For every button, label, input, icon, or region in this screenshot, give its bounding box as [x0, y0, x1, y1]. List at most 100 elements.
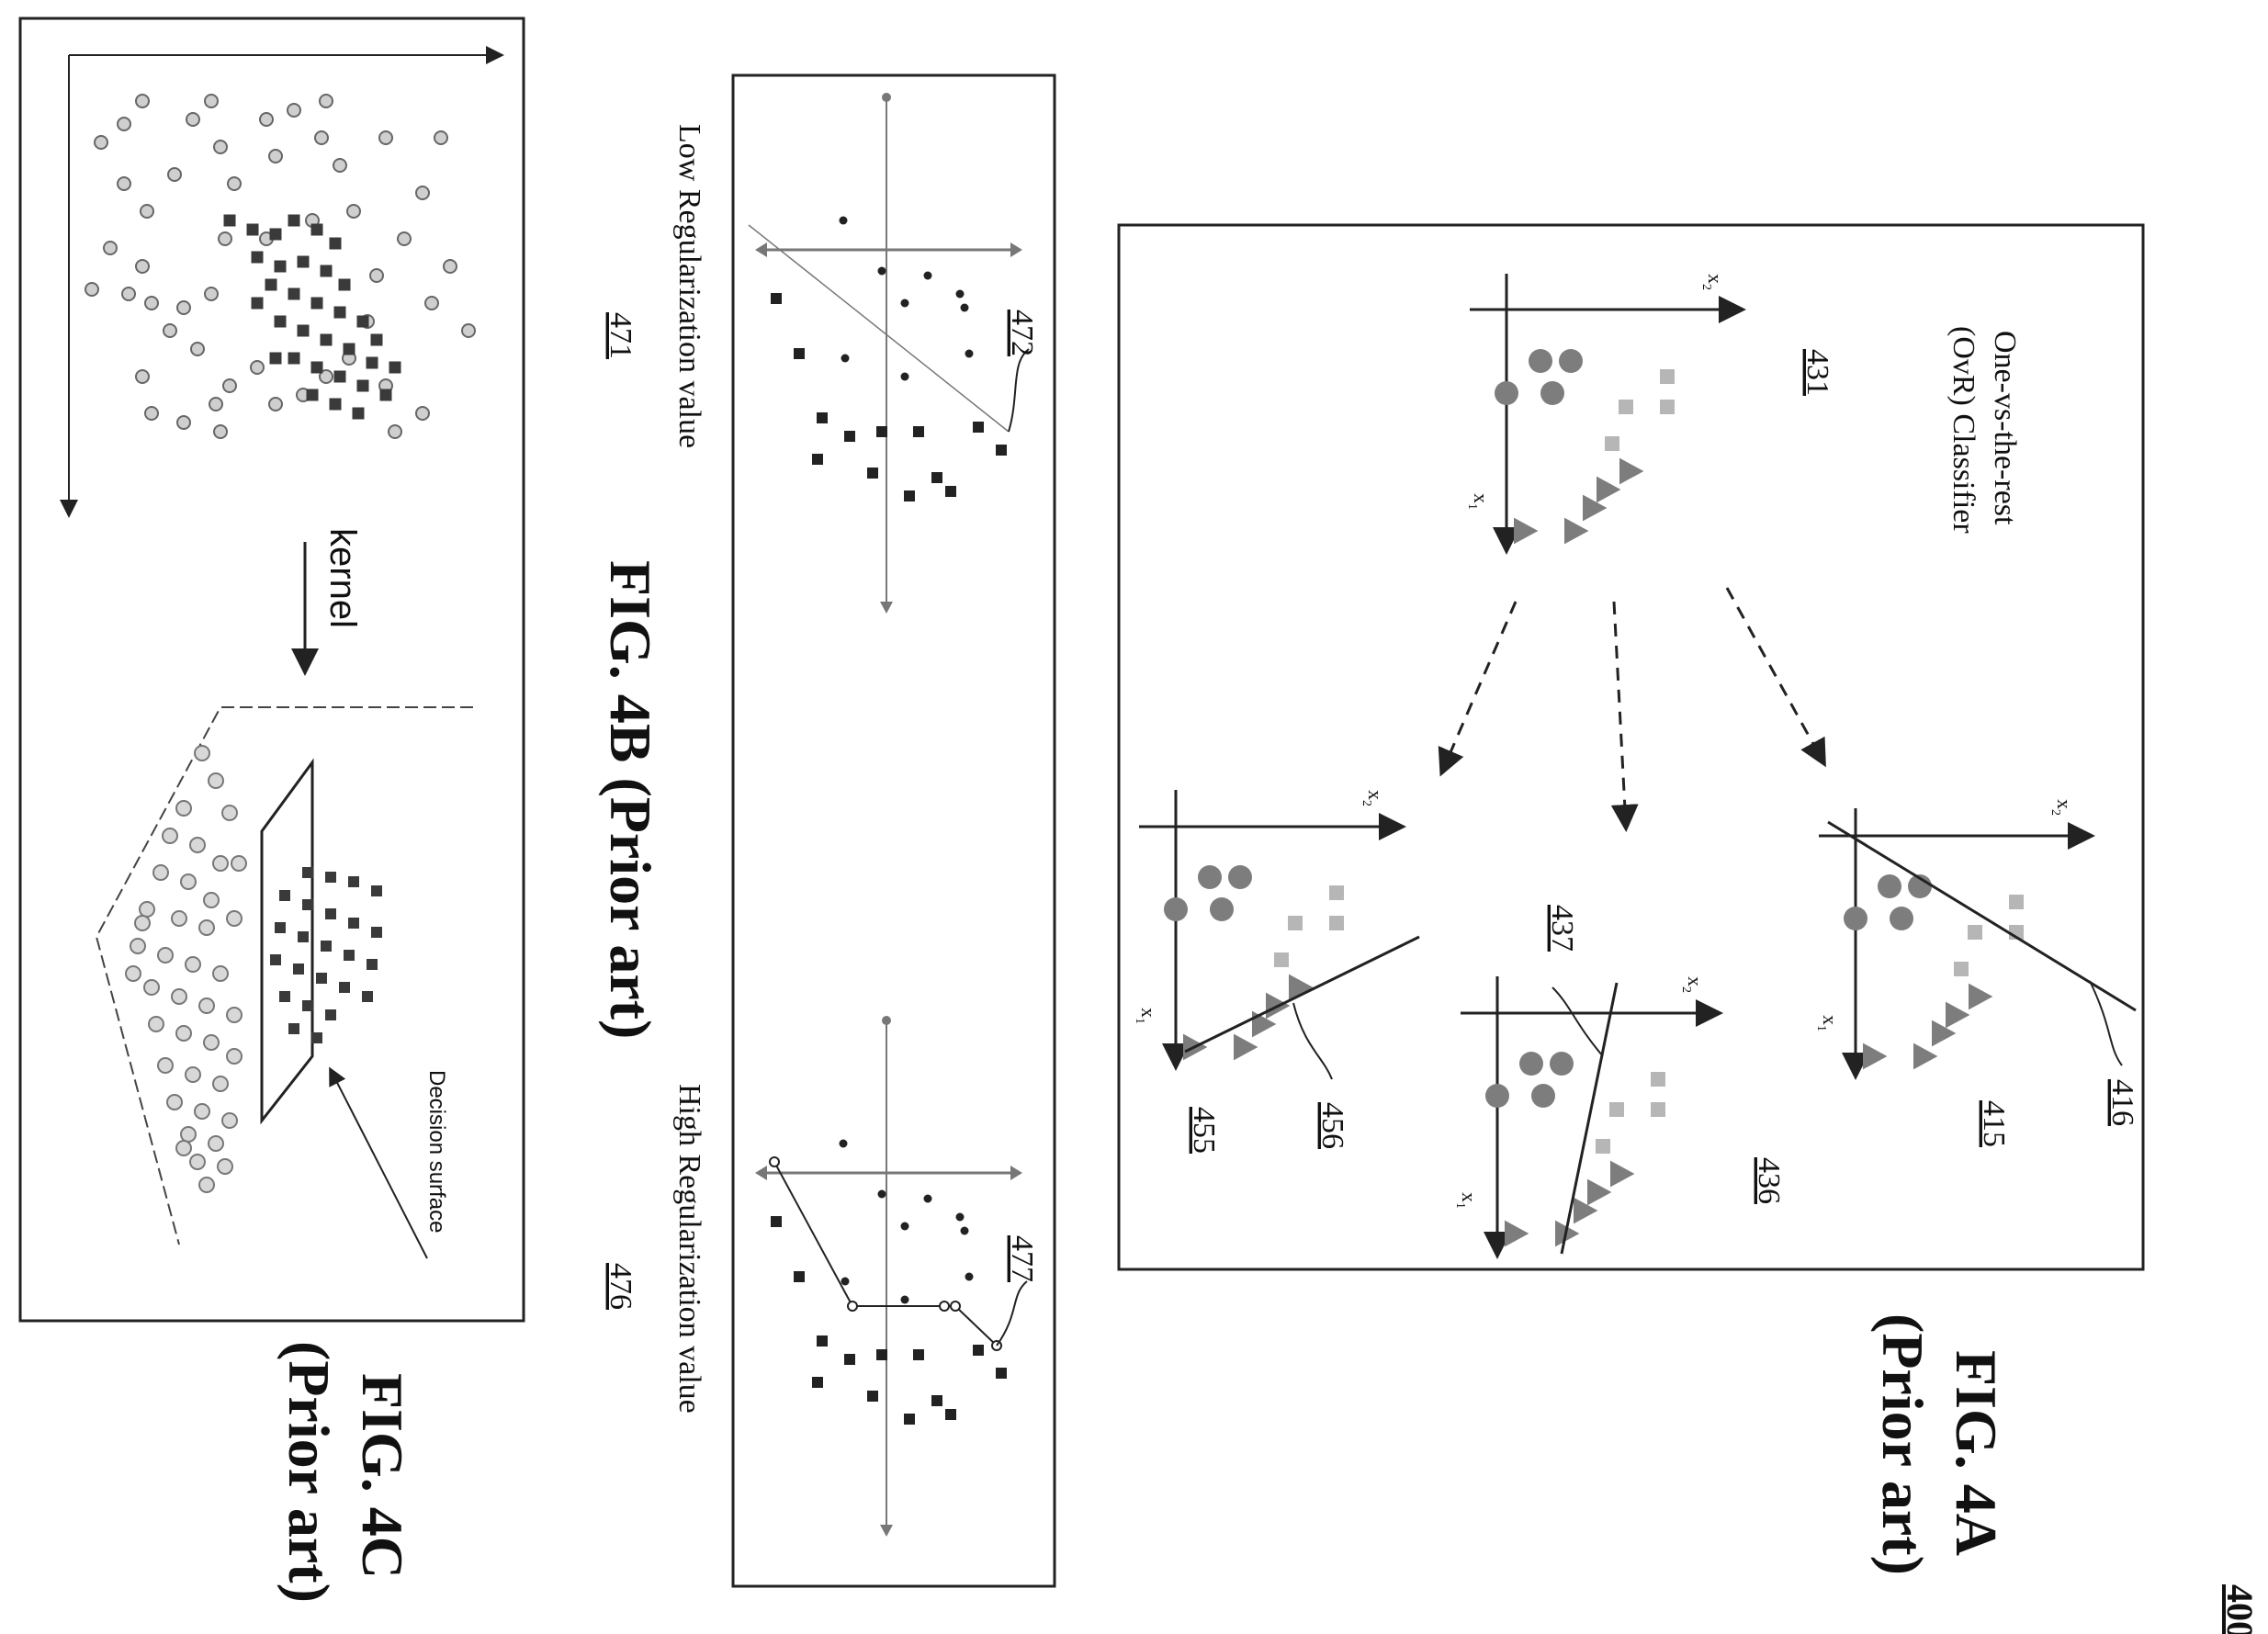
circle-point [955, 1212, 965, 1222]
circle-point [346, 204, 361, 219]
square-point [389, 361, 401, 374]
subplot-436-points [1485, 1052, 1665, 1247]
svg-text:416: 416 [2105, 1079, 2139, 1126]
square-point [356, 379, 369, 392]
square-point [320, 333, 333, 346]
circle-point [204, 94, 219, 108]
circle-point [218, 231, 232, 246]
square-point [270, 954, 281, 965]
circle-point [189, 1154, 206, 1170]
high-reg-square-points [771, 1216, 1007, 1425]
square-point [265, 278, 277, 291]
svg-text:One-vs-the-rest: One-vs-the-rest [1988, 331, 2022, 525]
square-point [251, 297, 264, 310]
ref-472: 472 [1005, 310, 1039, 356]
circle-point [1485, 1084, 1509, 1108]
circle-point [1495, 381, 1518, 405]
circle-point [157, 1057, 174, 1074]
circle-point [960, 303, 969, 312]
square-point [298, 931, 309, 942]
main-plot-x1-label: x1 [1465, 493, 1493, 510]
subplot-415-points [1844, 874, 2024, 1070]
fig-4b-frame [731, 73, 1056, 1588]
circle-point [134, 915, 151, 931]
circle-point [212, 1076, 229, 1092]
subplot-455-x1-label: x1 [1133, 1008, 1160, 1024]
square-point [352, 407, 365, 420]
square-point [288, 352, 300, 365]
circle-point [144, 296, 159, 310]
square-point [297, 255, 310, 268]
ref-477-leader [996, 1280, 1028, 1347]
circle-point [157, 947, 174, 963]
circle-point [369, 268, 384, 283]
circle-point [923, 271, 932, 280]
triangle-point [1587, 1178, 1612, 1206]
square-point [344, 950, 355, 961]
triangle-point [1932, 1020, 1957, 1047]
circle-point [221, 1112, 238, 1129]
circle-point [135, 259, 150, 274]
circle-point [839, 216, 848, 225]
square-point [1968, 925, 1982, 940]
circle-point [212, 855, 229, 872]
main-plot-431: x2 x1 [1465, 274, 1746, 555]
circle-point [461, 323, 476, 338]
square-point [371, 927, 382, 938]
square-point [1660, 369, 1675, 384]
circle-point [103, 241, 118, 255]
triangle-point [1597, 476, 1621, 503]
circle-point [1559, 349, 1583, 373]
low-axis-endpoint-dot [882, 93, 891, 102]
square-point [343, 343, 355, 355]
circle-point [259, 112, 274, 127]
square-point [1288, 916, 1303, 930]
ref-416-leader [2089, 980, 2123, 1066]
fig-4b: 472 Low Regularization value 471 FIG. 4B… [598, 73, 1056, 1588]
square-point [348, 876, 359, 887]
square-point [913, 1349, 924, 1360]
feature-space-boundary [95, 706, 473, 1245]
square-point [223, 214, 236, 227]
fig-4a: One-vs-the-rest (OvR) Classifier 431 x2 … [1117, 223, 2145, 1575]
svg-text:471: 471 [604, 312, 638, 359]
svg-text:(Prior art): (Prior art) [276, 1341, 342, 1603]
square-point [338, 278, 351, 291]
square-point [316, 973, 327, 984]
circle-point [213, 424, 228, 439]
circle-point [226, 1007, 243, 1023]
square-point [246, 223, 259, 236]
square-point [1329, 916, 1344, 930]
circle-point [841, 354, 850, 363]
fig-4c-caption: FIG. 4C [350, 1373, 415, 1579]
circle-point [1164, 897, 1188, 921]
square-point [945, 1409, 956, 1420]
svg-text:x1: x1 [1133, 1008, 1160, 1024]
ref-437-leader [1551, 986, 1604, 1057]
square-point [288, 214, 300, 227]
circle-point [198, 997, 215, 1014]
square-point [1660, 400, 1675, 414]
circle-point [167, 167, 182, 182]
square-point [288, 287, 300, 300]
square-point [329, 237, 342, 250]
svg-text:FIG. 4B (Prior art): FIG. 4B (Prior art) [598, 560, 663, 1039]
square-point [771, 1216, 782, 1227]
circle-point [175, 1025, 192, 1042]
fig-4a-frame [1117, 223, 2145, 1271]
square-point [973, 422, 984, 433]
circle-point [1531, 1084, 1555, 1108]
circle-point [1210, 897, 1234, 921]
subplot-436-x2-label: x2 [1679, 976, 1707, 993]
svg-text:431: 431 [1800, 349, 1834, 396]
circle-point [287, 103, 301, 118]
svg-text:x2: x2 [1679, 976, 1707, 993]
square-point [794, 348, 805, 359]
kernel-label: kernel [322, 528, 363, 628]
ref-455: 455 [1187, 1107, 1221, 1154]
square-point [1605, 436, 1619, 451]
circle-point [1844, 907, 1867, 930]
ref-431: 431 [1800, 349, 1834, 396]
triangle-point [1252, 1010, 1277, 1038]
square-point [311, 1032, 322, 1043]
